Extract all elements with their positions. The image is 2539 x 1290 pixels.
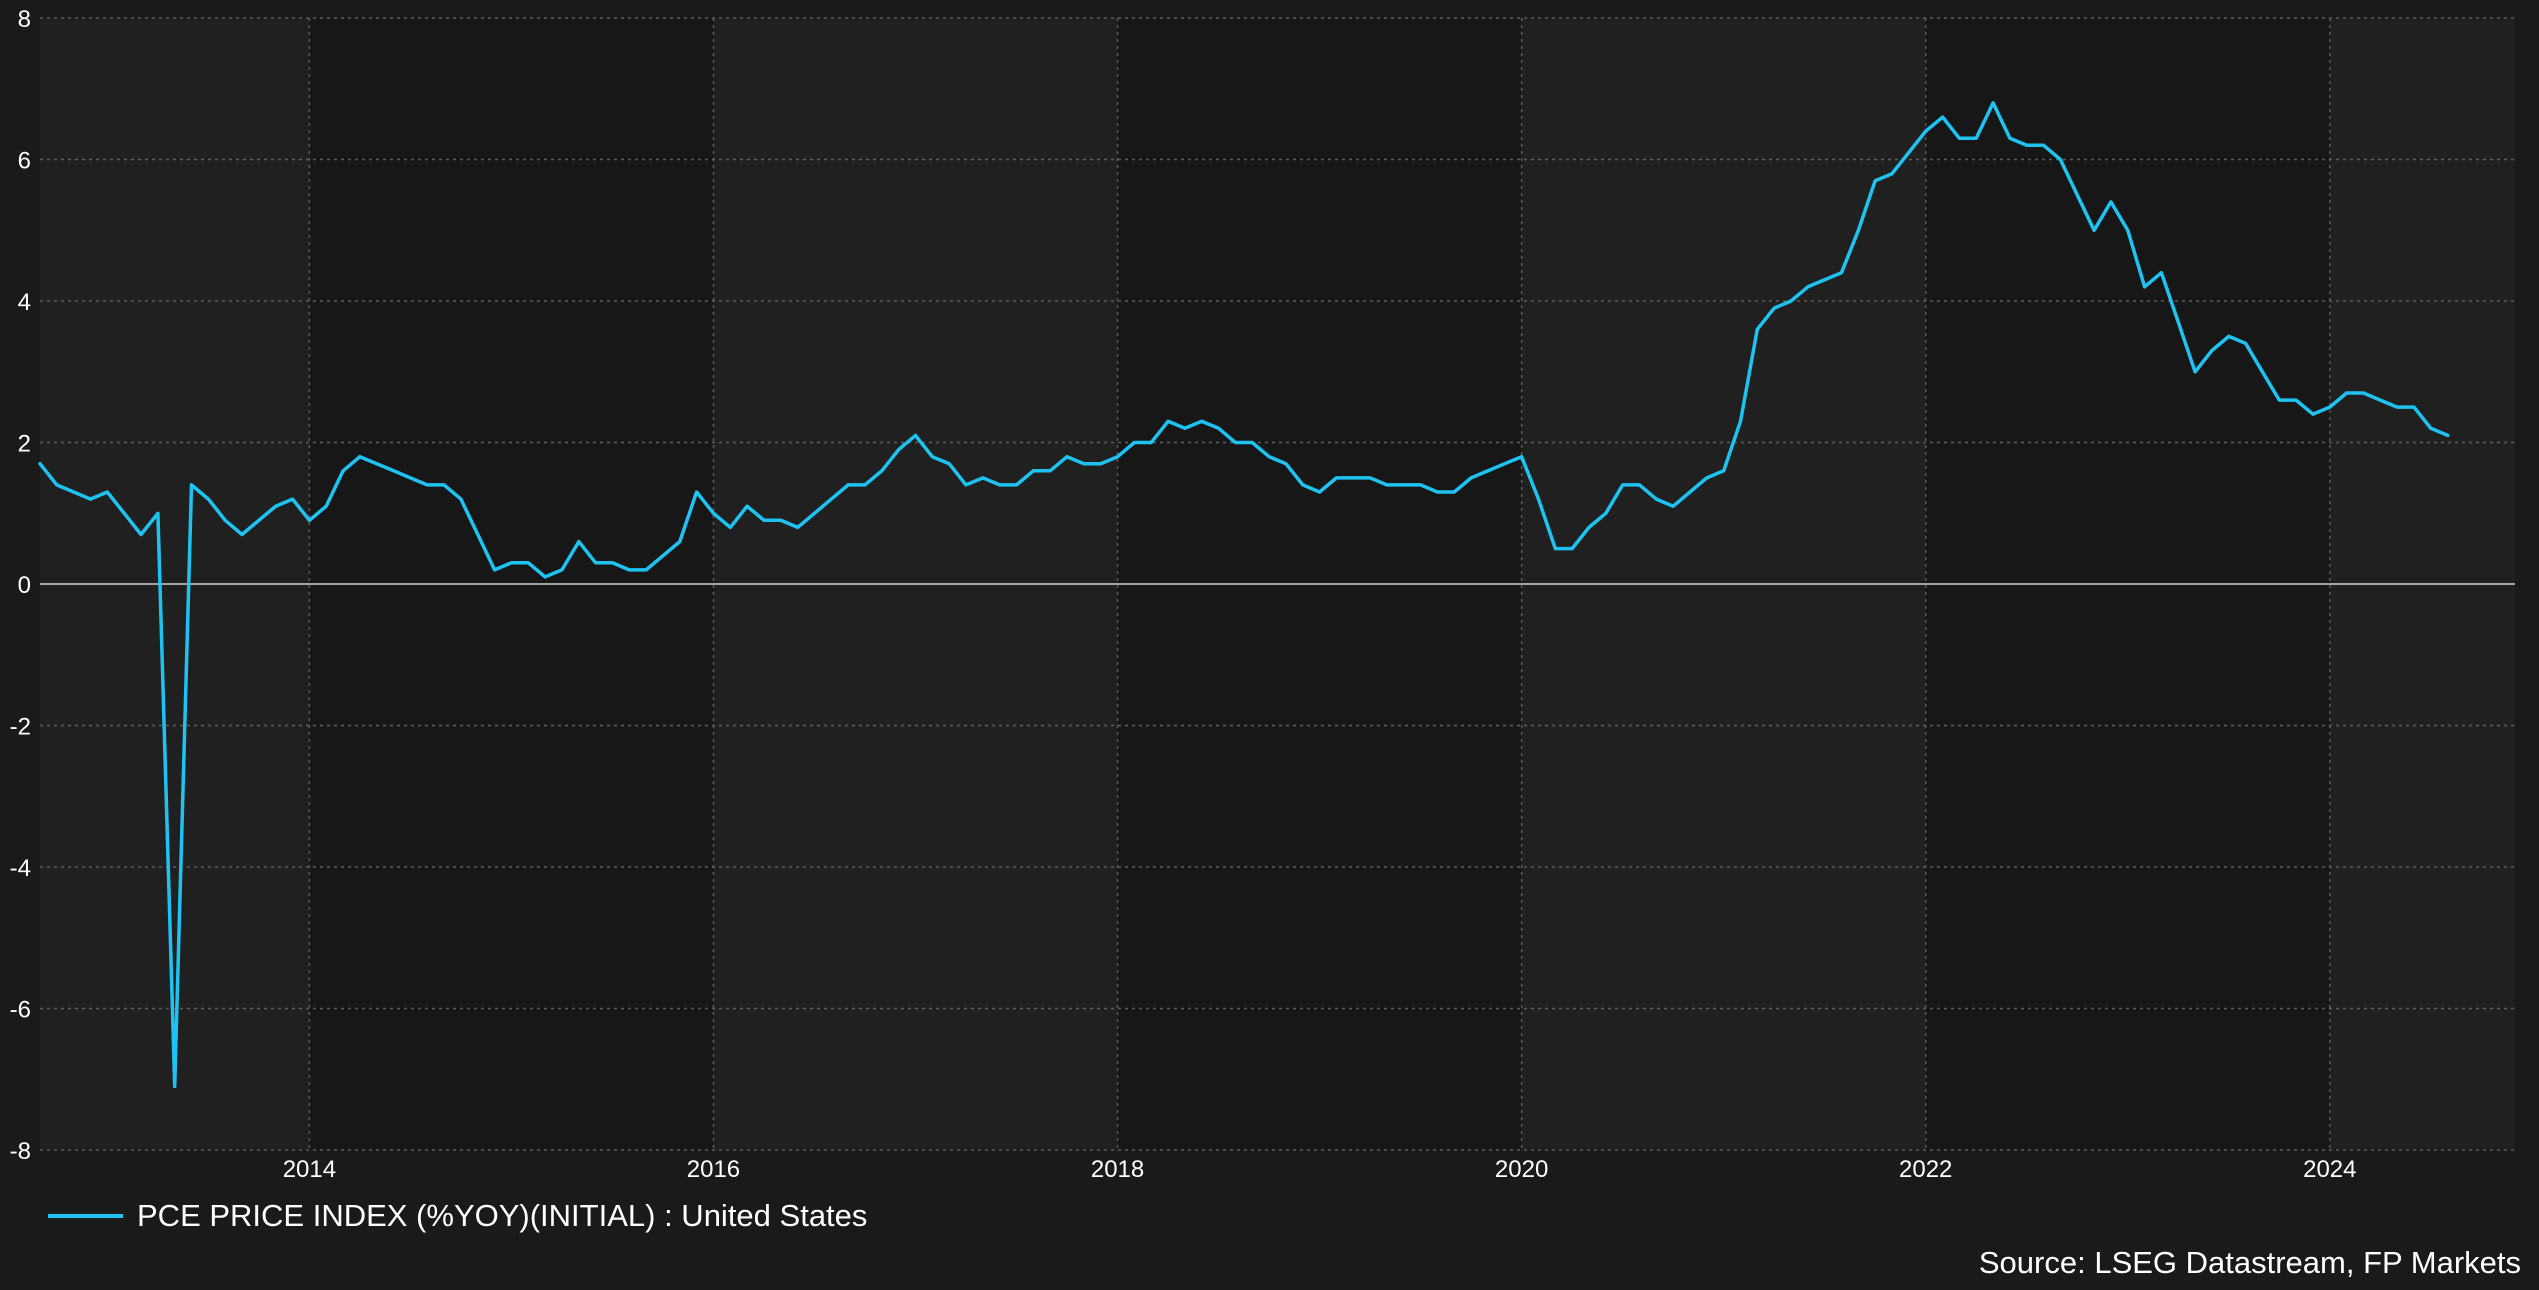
y-tick-label: -2 (10, 714, 31, 741)
series-line (38, 101, 2450, 1089)
x-tick-label: 2020 (1495, 1156, 1548, 1183)
y-tick-label: 8 (18, 6, 31, 33)
legend-swatch (48, 1214, 123, 1218)
x-tick-label: 2014 (283, 1156, 336, 1183)
legend-label: PCE PRICE INDEX (%YOY)(INITIAL) : United… (137, 1198, 868, 1233)
y-tick-label: -4 (10, 855, 31, 882)
y-tick-label: 4 (18, 289, 31, 316)
y-tick-label: 0 (18, 572, 31, 599)
x-tick-label: 2022 (1899, 1156, 1952, 1183)
y-tick-label: -8 (10, 1138, 31, 1165)
y-tick-label: -6 (10, 997, 31, 1024)
x-tick-label: 2018 (1091, 1156, 1144, 1183)
source-note: Source: LSEG Datastream, FP Markets (1978, 1245, 2521, 1280)
x-tick-label: 2016 (687, 1156, 740, 1183)
y-tick-label: 2 (18, 431, 31, 458)
x-tick-label: 2024 (2303, 1156, 2356, 1183)
y-tick-label: 6 (18, 148, 31, 175)
legend: PCE PRICE INDEX (%YOY)(INITIAL) : United… (48, 1198, 867, 1234)
